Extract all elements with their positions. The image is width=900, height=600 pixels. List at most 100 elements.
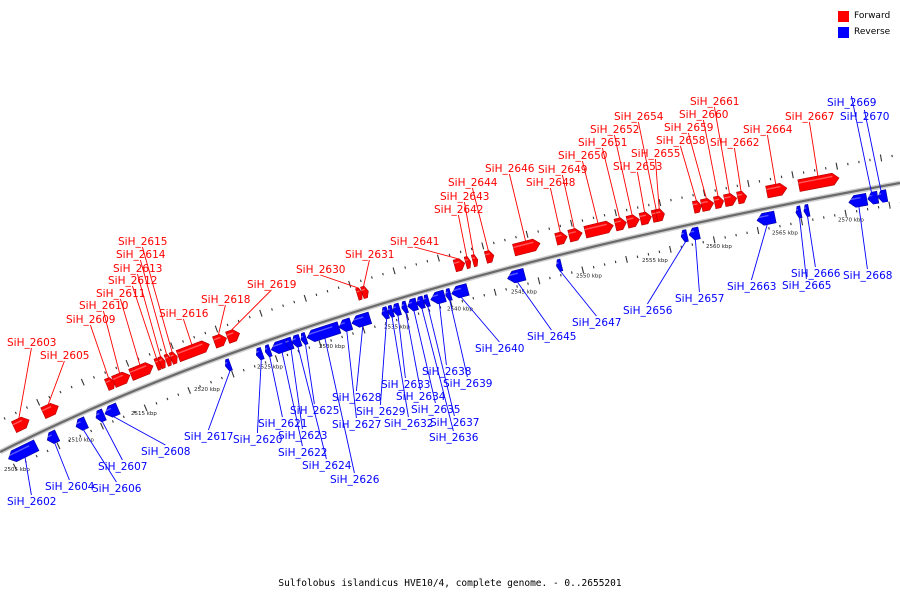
gene-label[interactable]: SiH_2627 [332,419,381,431]
gene-arrow[interactable] [300,332,309,346]
gene-sih_2620[interactable]: SiH_2620 [233,346,282,446]
gene-label[interactable]: SiH_2621 [258,418,307,430]
gene-sih_2649[interactable]: SiH_2649 [538,164,587,243]
gene-arrow[interactable] [451,283,470,299]
gene-arrow[interactable] [680,229,689,243]
gene-label[interactable]: SiH_2624 [302,460,352,472]
gene-label[interactable]: SiH_2609 [66,314,115,326]
gene-label[interactable]: SiH_2631 [345,249,394,261]
gene-sih_2621[interactable]: SiH_2621 [258,344,307,430]
gene-arrow[interactable] [567,228,583,243]
gene-arrow[interactable] [736,190,748,205]
gene-label[interactable]: SiH_2623 [278,430,327,442]
gene-arrow[interactable] [256,346,265,361]
gene-sih_2664[interactable]: SiH_2664 [743,124,793,199]
gene-label[interactable]: SiH_2607 [98,461,147,473]
gene-sih_2631[interactable]: SiH_2631 [345,249,394,300]
gene-label[interactable]: SiH_2610 [79,300,128,312]
gene-label[interactable]: SiH_2614 [116,249,166,261]
gene-arrow[interactable] [75,416,89,431]
gene-label[interactable]: SiH_2620 [233,434,282,446]
gene-sih_2632[interactable]: SiH_2632 [384,304,433,430]
gene-arrow[interactable] [700,198,715,212]
gene-arrow[interactable] [95,408,107,423]
gene-arrow[interactable] [128,362,154,381]
gene-arrow[interactable] [225,329,241,344]
gene-sih_2627[interactable]: SiH_2627 [332,317,381,431]
gene-arrow[interactable] [8,439,40,462]
gene-arrow[interactable] [797,172,840,192]
gene-sih_2646[interactable]: SiH_2646 [485,163,541,257]
gene-label[interactable]: SiH_2638 [422,366,471,378]
gene-label[interactable]: SiH_2637 [430,417,479,429]
gene-label[interactable]: SiH_2653 [613,161,662,173]
gene-arrow[interactable] [691,200,702,214]
gene-label[interactable]: SiH_2633 [381,379,430,391]
gene-sih_2604[interactable]: SiH_2604 [45,429,95,493]
gene-sih_2616[interactable]: SiH_2616 [159,308,210,363]
gene-label[interactable]: SiH_2625 [290,405,339,417]
gene-label[interactable]: SiH_2649 [538,164,587,176]
gene-label[interactable]: SiH_2663 [727,281,776,293]
gene-arrow[interactable] [713,195,725,210]
gene-arrow[interactable] [452,258,466,273]
gene-label[interactable]: SiH_2644 [448,177,498,189]
gene-arrow[interactable] [583,220,614,239]
gene-arrow[interactable] [157,356,166,370]
gene-label[interactable]: SiH_2645 [527,331,576,343]
gene-arrow[interactable] [423,294,431,308]
gene-label[interactable]: SiH_2619 [247,279,296,291]
gene-label[interactable]: SiH_2616 [159,308,209,320]
gene-label[interactable]: SiH_2643 [440,191,489,203]
gene-arrow[interactable] [163,353,172,367]
gene-label[interactable]: SiH_2654 [614,111,664,123]
gene-sih_2615[interactable]: SiH_2615 [118,236,178,365]
gene-sih_2629[interactable]: SiH_2629 [356,306,405,418]
gene-label[interactable]: SiH_2669 [827,97,876,109]
gene-arrow[interactable] [338,317,354,332]
gene-arrow[interactable] [654,208,665,222]
gene-sih_2607[interactable]: SiH_2607 [94,408,148,473]
gene-label[interactable]: SiH_2626 [330,474,380,486]
gene-label[interactable]: SiH_2658 [656,135,705,147]
gene-sih_2652[interactable]: SiH_2652 [590,124,640,229]
gene-label[interactable]: SiH_2629 [356,406,405,418]
gene-arrow[interactable] [470,254,479,268]
gene-arrow[interactable] [46,429,61,444]
gene-arrow[interactable] [765,183,788,199]
gene-arrow[interactable] [463,256,472,270]
gene-arrow[interactable] [291,334,303,348]
gene-arrow[interactable] [556,258,564,272]
gene-arrow[interactable] [625,214,640,229]
gene-sih_2667[interactable]: SiH_2667 [785,111,840,192]
gene-label[interactable]: SiH_2613 [113,263,162,275]
gene-arrow[interactable] [10,416,30,433]
gene-sih_2670[interactable]: SiH_2670 [840,109,889,203]
gene-label[interactable]: SiH_2636 [429,432,479,444]
gene-label[interactable]: SiH_2642 [434,204,483,216]
gene-arrow[interactable] [360,285,369,300]
gene-arrow[interactable] [407,297,419,312]
gene-label[interactable]: SiH_2655 [631,148,680,160]
gene-label[interactable]: SiH_2665 [782,280,831,292]
gene-arrow[interactable] [848,192,869,208]
gene-label[interactable]: SiH_2617 [184,431,233,443]
gene-sih_2630[interactable]: SiH_2630 [296,264,363,301]
gene-sih_2605[interactable]: SiH_2605 [40,350,89,420]
gene-sih_2613[interactable]: SiH_2613 [113,263,166,370]
gene-sih_2663[interactable]: SiH_2663 [727,210,777,293]
gene-sih_2609[interactable]: SiH_2609 [66,314,115,391]
gene-sih_2641[interactable]: SiH_2641 [390,236,466,273]
gene-sih_2618[interactable]: SiH_2618 [201,294,250,349]
gene-label[interactable]: SiH_2641 [390,236,439,248]
gene-sih_2624[interactable]: SiH_2624 [291,334,352,472]
gene-arrow[interactable] [803,203,811,217]
gene-arrow[interactable] [225,358,233,372]
gene-label[interactable]: SiH_2666 [791,268,841,280]
gene-sih_2619[interactable]: SiH_2619 [225,279,297,344]
gene-sih_2603[interactable]: SiH_2603 [7,337,56,433]
gene-arrow[interactable] [638,211,652,226]
gene-arrow[interactable] [554,231,568,246]
gene-sih_2622[interactable]: SiH_2622 [270,337,327,459]
gene-sih_2628[interactable]: SiH_2628 [332,311,381,404]
